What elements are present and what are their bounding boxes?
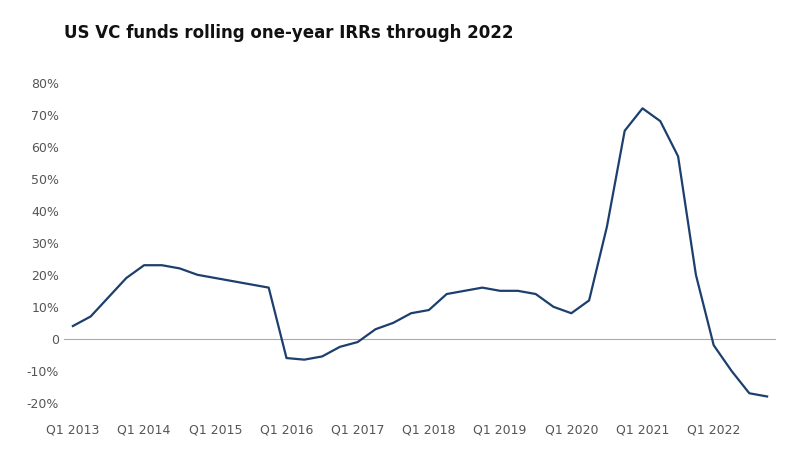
Text: US VC funds rolling one-year IRRs through 2022: US VC funds rolling one-year IRRs throug… (64, 24, 514, 42)
